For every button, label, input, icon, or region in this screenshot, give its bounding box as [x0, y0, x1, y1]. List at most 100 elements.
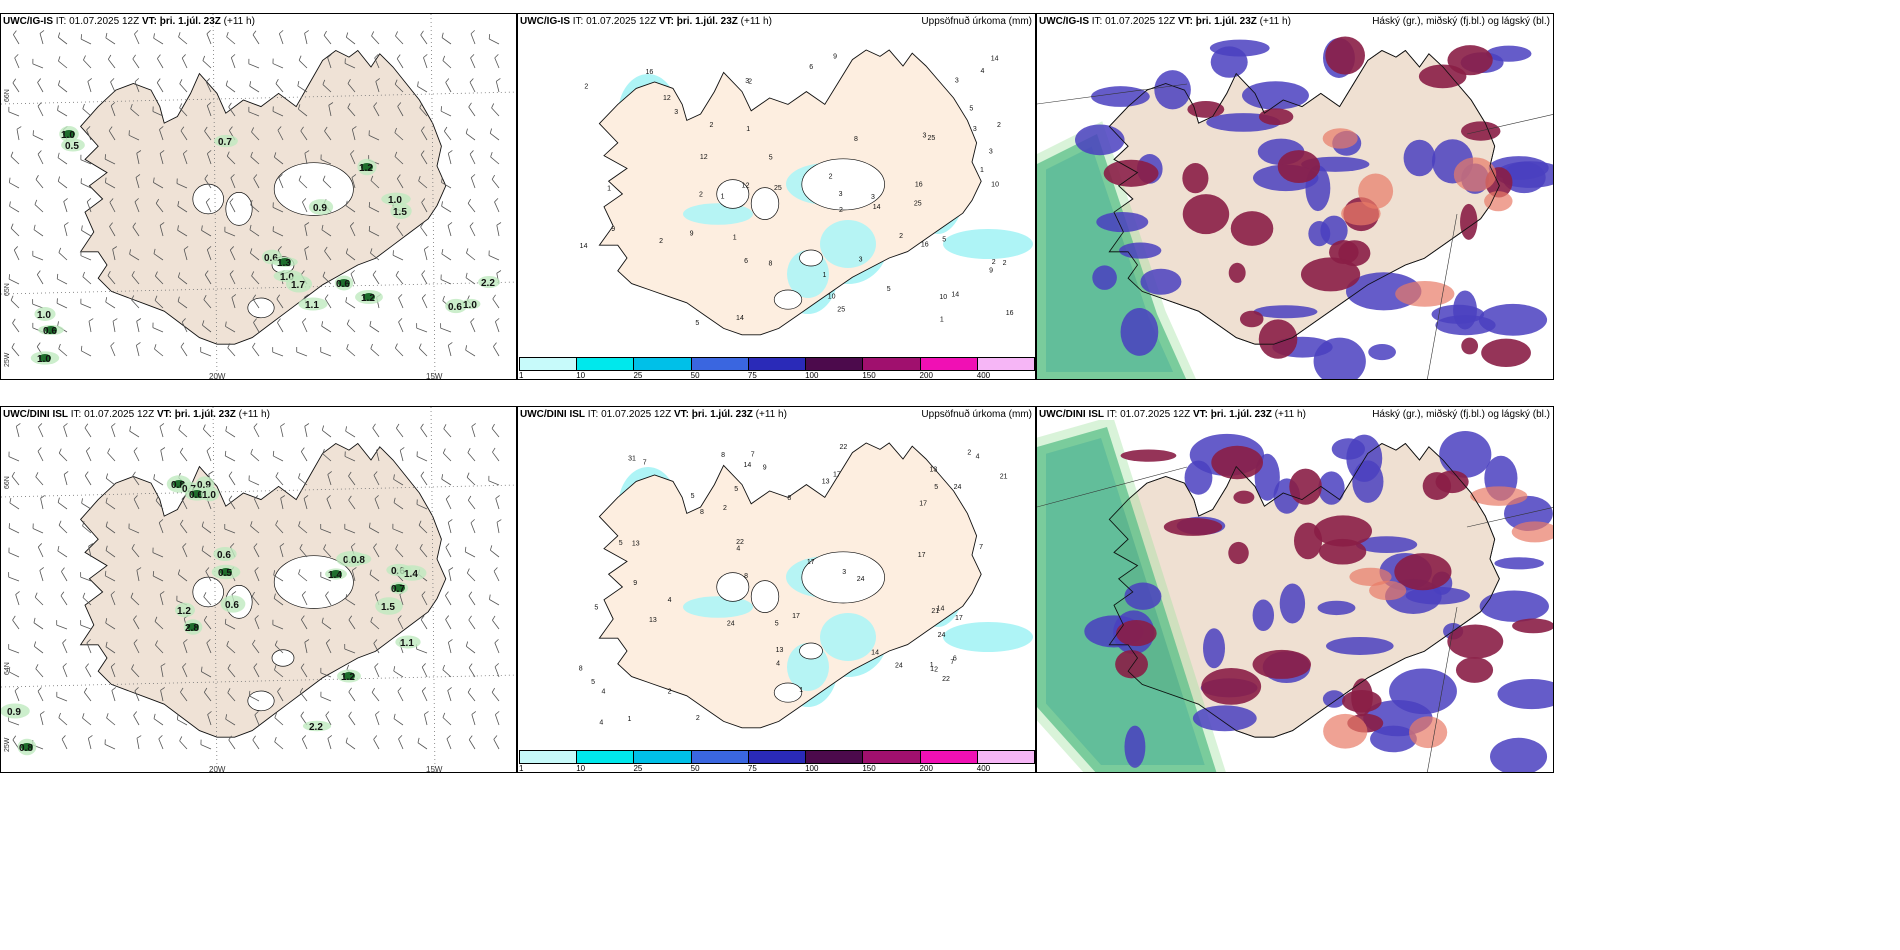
precip-value: 2: [829, 174, 833, 181]
low-cloud: [1187, 100, 1225, 118]
wind-barb: [225, 714, 236, 726]
wind-barb: [272, 619, 284, 630]
precip-blob: [298, 297, 328, 311]
wind-barb: [351, 174, 357, 189]
wind-map-panel-top: UWC/IG-IS IT: 01.07.2025 12Z VT: þri. 1.…: [0, 13, 517, 380]
wind-barb: [440, 274, 452, 285]
wind-barb: [86, 639, 92, 654]
wind-barb: [376, 447, 381, 462]
mid-cloud: [1203, 628, 1226, 669]
wind-precip-value: 0.6: [225, 600, 239, 611]
wind-barb: [470, 30, 476, 45]
colorbar-tick: 10: [576, 371, 586, 380]
wind-barb: [421, 663, 428, 678]
wind-barb: [181, 495, 188, 510]
wind-barb: [274, 712, 284, 726]
wind-barb: [273, 570, 284, 582]
precip-value: 5: [734, 486, 738, 493]
precip-value: 9: [611, 226, 615, 233]
high-cloud-red: [1511, 521, 1553, 543]
wind-barb: [300, 126, 308, 141]
wind-barb: [322, 175, 332, 189]
precip-value: 1: [980, 167, 984, 174]
wind-barb: [325, 591, 332, 606]
wind-barb: [489, 594, 500, 606]
precip-map-panel-top: UWC/IG-IS IT: 01.07.2025 12Z VT: þri. 1.…: [517, 13, 1036, 380]
wind-barb: [441, 201, 452, 213]
low-cloud: [1325, 36, 1365, 75]
wind-barb: [8, 666, 20, 678]
precip-map-panel-bottom: UWC/DINI ISL IT: 01.07.2025 12Z VT: þri.…: [517, 406, 1036, 773]
wind-barb: [228, 735, 236, 750]
wind-barb: [303, 495, 309, 510]
wind-precip-value: 1.0: [37, 354, 51, 365]
wind-barb: [105, 521, 116, 534]
precip-value: 3: [989, 148, 993, 155]
wind-barb: [153, 33, 164, 45]
mid-cloud: [1368, 343, 1396, 361]
precip-value: 13: [776, 647, 784, 654]
wind-barb: [152, 106, 164, 117]
wind-barb: [296, 347, 308, 357]
mid-cloud: [1317, 600, 1356, 616]
precip-value: 8: [768, 260, 772, 267]
mid-cloud: [1403, 139, 1436, 177]
wind-barb: [249, 224, 260, 237]
wind-barb: [200, 347, 212, 357]
wind-barb: [445, 495, 452, 510]
wind-barb: [418, 176, 428, 189]
precip-value: 6: [953, 656, 957, 663]
precip-value: 1: [733, 234, 737, 241]
wind-barb: [320, 154, 332, 165]
precip-value: 5: [969, 106, 973, 113]
wind-barb: [397, 102, 404, 117]
wind-barb: [80, 250, 92, 261]
wind-barb: [88, 543, 94, 558]
wind-barb: [133, 495, 140, 510]
wind-barb: [421, 126, 428, 141]
wind-barb: [368, 130, 380, 141]
wind-precip-value: 1.2: [361, 293, 375, 304]
wind-barb: [105, 497, 116, 510]
wind-barb: [496, 222, 502, 237]
wind-barb: [493, 735, 500, 750]
wind-barb: [111, 687, 117, 702]
wind-barb: [445, 78, 452, 93]
wind-barb: [112, 318, 118, 333]
wind-barb: [56, 691, 68, 702]
wind-barb: [226, 32, 236, 45]
wind-barb: [158, 735, 164, 750]
wind-barb: [80, 154, 92, 165]
precip-blob: [397, 565, 427, 581]
precip-value: 7: [950, 659, 954, 666]
wind-precip-value: 0.7: [391, 584, 405, 595]
wind-barb: [177, 201, 188, 213]
wind-barb: [82, 521, 92, 534]
colorbar-cell: [919, 357, 978, 371]
precip-blob-dark: [187, 623, 199, 631]
wind-precip-value: 0.6: [264, 253, 278, 264]
wind-barb: [248, 690, 260, 702]
wind-barb: [253, 318, 260, 333]
wind-barb: [14, 687, 20, 702]
precip-value: 4: [980, 68, 984, 75]
precip-value: 14: [991, 55, 999, 62]
wind-barb: [204, 174, 212, 189]
wind-barb: [63, 222, 69, 237]
precip-value: 9: [690, 231, 694, 238]
wind-barb: [348, 615, 356, 630]
wind-barb: [304, 246, 310, 261]
wind-barb: [204, 126, 212, 141]
wind-barb: [206, 639, 212, 654]
wind-precip-value: 0.9: [7, 707, 21, 718]
wind-barb: [33, 641, 44, 654]
wind-barb: [394, 343, 404, 357]
wind-barb: [205, 78, 212, 93]
wind-barb: [110, 591, 116, 606]
high-cloud-red: [1484, 191, 1513, 212]
wind-barb: [135, 342, 141, 357]
wind-barb: [327, 471, 332, 486]
wind-barb: [443, 126, 452, 141]
lon-label-20w: 20W: [209, 765, 226, 773]
wind-barb: [442, 448, 452, 462]
